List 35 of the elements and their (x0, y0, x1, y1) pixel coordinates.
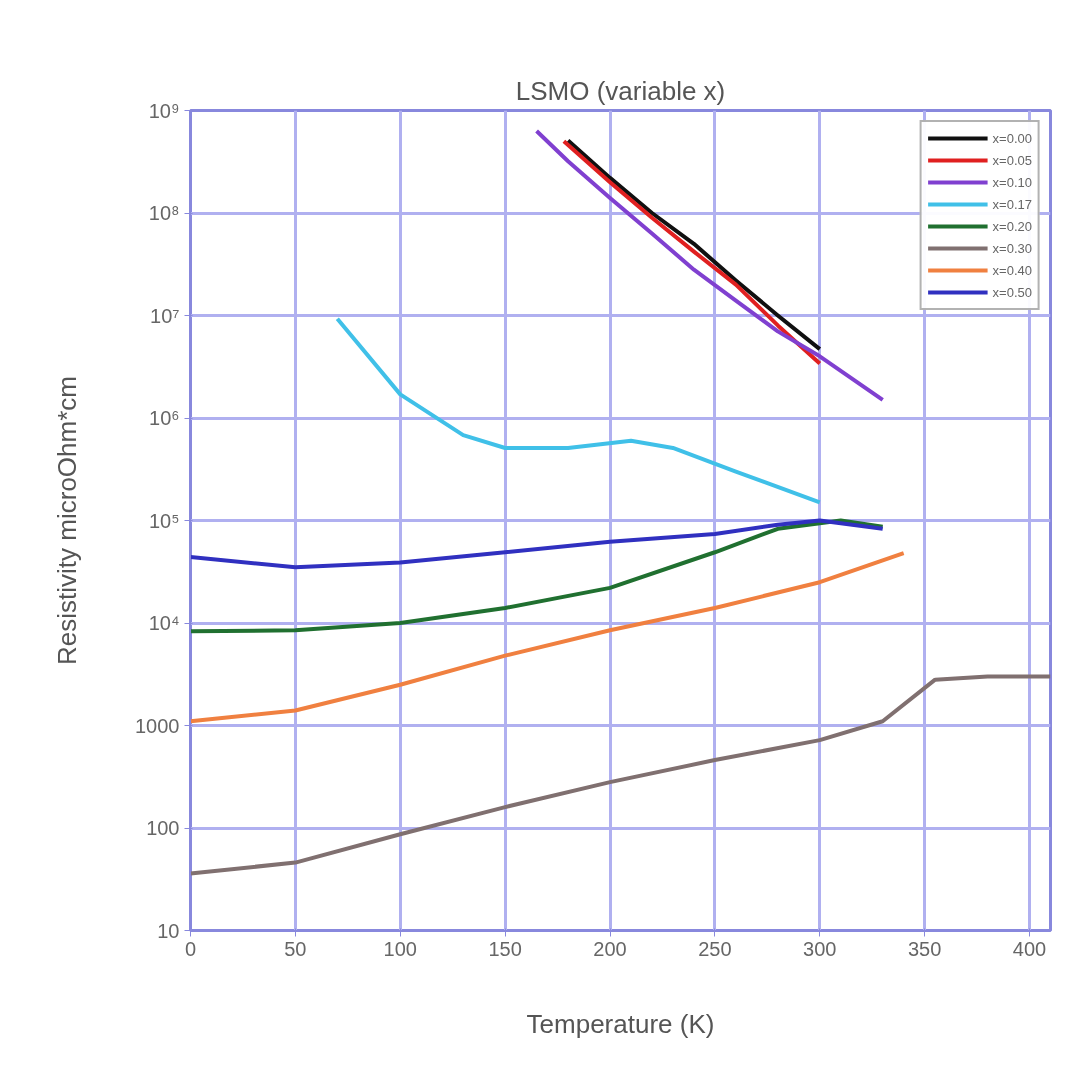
line-series (190, 551, 906, 724)
legend-label: x=0.40 (992, 262, 1032, 278)
legend-label: x=0.50 (992, 284, 1032, 300)
x-tick-label: 350 (907, 937, 942, 960)
legend-label: x=0.20 (992, 218, 1032, 234)
y-tick-label: 10⁷ (150, 304, 180, 327)
x-tick-label: 50 (284, 937, 307, 960)
line-series (534, 129, 885, 402)
line-series (190, 518, 885, 570)
legend-label: x=0.05 (992, 152, 1032, 168)
legend-label: x=0.17 (992, 196, 1032, 212)
legend-label: x=0.30 (992, 240, 1032, 256)
y-tick-label: 1000 (135, 714, 180, 737)
x-tick-label: 200 (593, 937, 627, 960)
legend-label: x=0.10 (992, 174, 1032, 190)
chart-title: LSMO (variable x) (515, 75, 726, 106)
y-tick-label: 10 (157, 919, 180, 942)
line-series (190, 674, 1051, 876)
x-axis-title: Temperature (K) (526, 1008, 715, 1039)
x-tick-label: 400 (1012, 937, 1047, 960)
y-tick-label: 100 (146, 817, 180, 839)
x-tick-label: 150 (488, 937, 522, 960)
x-tick-label: 100 (383, 937, 417, 960)
legend-label: x=0.00 (992, 130, 1032, 146)
y-tick-label: 10⁸ (148, 202, 180, 224)
x-tick-label: 300 (803, 937, 837, 960)
line-series (335, 316, 822, 505)
y-tick-label: 10⁴ (148, 612, 180, 634)
y-tick-label: 10⁹ (148, 99, 180, 122)
y-tick-label: 10⁵ (148, 509, 180, 532)
line-series (190, 518, 885, 634)
y-axis-title: Resistivity microOhm*cm (52, 376, 83, 665)
x-tick-label: 0 (184, 937, 197, 960)
x-tick-label: 250 (698, 937, 732, 960)
y-tick-label: 10⁶ (149, 407, 180, 429)
